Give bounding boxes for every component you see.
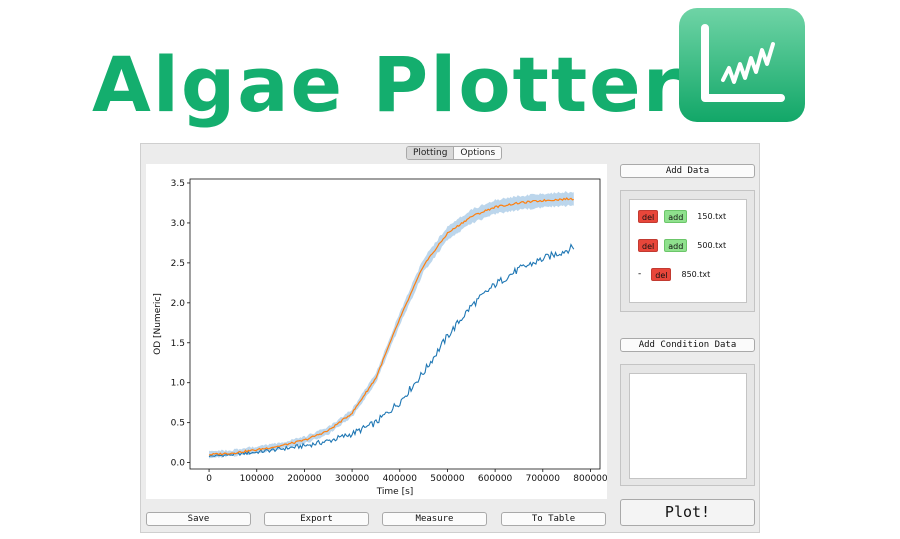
- save-button[interactable]: Save: [146, 512, 251, 526]
- condition-data-group: [620, 364, 755, 486]
- x-tick-label: 800000: [573, 474, 607, 484]
- tab-bar: Plotting Options: [406, 146, 503, 160]
- condition-data-list: [629, 373, 747, 479]
- chart-wave-icon: [679, 8, 805, 122]
- y-tick-label: 2.0: [171, 299, 186, 309]
- export-button[interactable]: Export: [264, 512, 369, 526]
- list-item: del add 500.txt: [638, 238, 726, 252]
- series-line-blue: [208, 243, 575, 458]
- add-file-button[interactable]: add: [664, 209, 688, 223]
- delete-file-button[interactable]: del: [638, 209, 659, 223]
- plot-canvas[interactable]: 0 100000 200000 300000 400000 500000 600000 700…: [146, 164, 607, 499]
- y-tick-label: 0.5: [171, 419, 185, 429]
- app-title: Algae Plotter: [92, 40, 683, 129]
- confidence-band: [209, 191, 574, 459]
- y-axis-label: OD [Numeric]: [153, 293, 163, 355]
- file-name: 150.txt: [697, 211, 727, 221]
- y-tick-label: 0.0: [171, 459, 186, 469]
- measure-button[interactable]: Measure: [382, 512, 487, 526]
- list-item: - del 850.txt: [638, 267, 710, 281]
- x-tick-label: 600000: [478, 474, 513, 484]
- file-name: 500.txt: [697, 240, 727, 250]
- list-item: del add 150.txt: [638, 209, 726, 223]
- data-files-list: del add 150.txt del add 500.txt - del 85…: [629, 199, 747, 303]
- x-tick-label: 500000: [430, 474, 465, 484]
- x-tick-label: 200000: [287, 474, 322, 484]
- series-line-orange: [208, 197, 574, 456]
- file-prefix: -: [638, 269, 642, 279]
- chart-svg: 0 100000 200000 300000 400000 500000 600000 700…: [153, 178, 607, 497]
- to-table-button[interactable]: To Table: [501, 512, 606, 526]
- y-tick-label: 1.0: [171, 379, 186, 389]
- add-file-button[interactable]: add: [664, 238, 688, 252]
- y-tick-label: 2.5: [171, 259, 185, 269]
- plot-frame: [189, 178, 601, 470]
- delete-file-button[interactable]: del: [651, 267, 672, 281]
- x-tick-label: 0: [206, 474, 212, 484]
- tab-plotting[interactable]: Plotting: [407, 147, 455, 159]
- x-tick-label: 300000: [335, 474, 370, 484]
- app-window: Plotting Options 0 100000 200000 300000 4000…: [140, 143, 760, 533]
- y-tick-label: 1.5: [171, 339, 185, 349]
- plot-button[interactable]: Plot!: [620, 499, 755, 526]
- y-tick-label: 3.0: [171, 219, 186, 229]
- add-condition-data-button[interactable]: Add Condition Data: [620, 338, 755, 352]
- y-tick-label: 3.5: [171, 179, 185, 189]
- tab-options[interactable]: Options: [460, 148, 496, 158]
- add-data-button[interactable]: Add Data: [620, 164, 755, 178]
- data-files-group: del add 150.txt del add 500.txt - del 85…: [620, 190, 755, 312]
- x-tick-label: 700000: [526, 474, 561, 484]
- x-tick-label: 100000: [240, 474, 275, 484]
- file-name: 850.txt: [681, 269, 711, 279]
- x-tick-label: 400000: [383, 474, 418, 484]
- x-axis-label: Time [s]: [376, 487, 414, 497]
- delete-file-button[interactable]: del: [638, 238, 659, 252]
